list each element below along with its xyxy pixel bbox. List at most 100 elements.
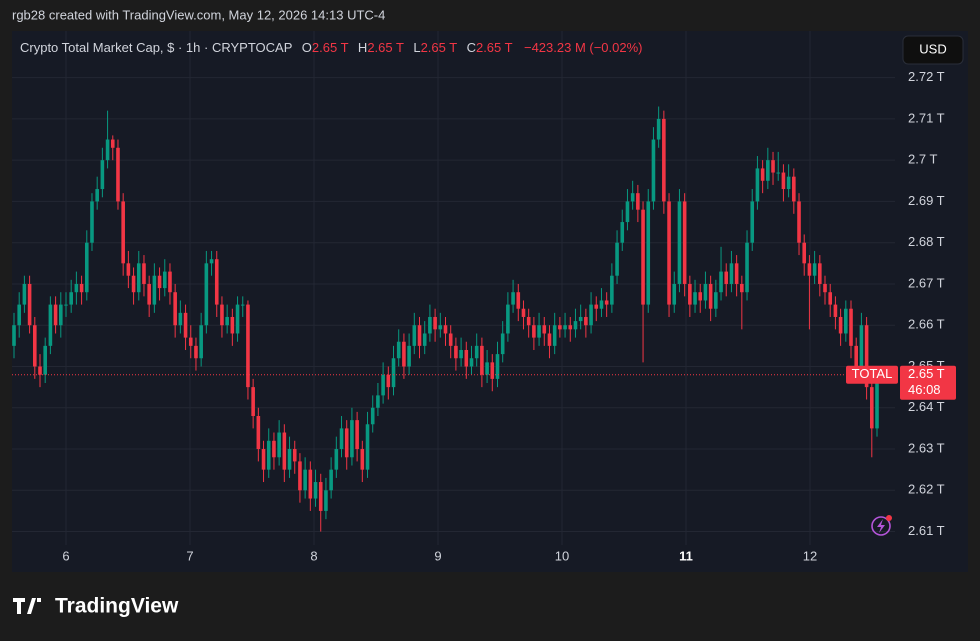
candle-body [391, 358, 396, 388]
candle-body [22, 283, 27, 305]
candle-body [48, 304, 53, 346]
candles [12, 106, 895, 532]
x-tick-label: 6 [62, 548, 69, 563]
y-tick-label: 2.64 T [908, 399, 945, 414]
candle-body [714, 292, 718, 309]
legend-value: 2.65 T [312, 40, 349, 55]
candle-body [558, 325, 562, 330]
candle-body [282, 432, 287, 470]
candle-body [594, 304, 599, 309]
legend-key: C [467, 40, 476, 55]
candle-body [511, 292, 515, 305]
x-tick-label: 9 [434, 548, 441, 563]
candle-body [298, 461, 302, 491]
candle-body [277, 432, 281, 458]
candle-body [740, 283, 744, 293]
candle-body [178, 312, 183, 326]
candle-body [173, 292, 177, 326]
candle-body [662, 118, 666, 202]
alert-circle[interactable] [871, 516, 891, 536]
candle-body [771, 160, 775, 173]
legend-key: O [302, 40, 312, 55]
y-tick-label: 2.67 T [908, 275, 945, 290]
candle-body [615, 242, 619, 276]
alert-dot[interactable] [886, 515, 892, 521]
candle-body [506, 304, 510, 334]
candle-body [235, 304, 240, 334]
candle-body [402, 341, 406, 367]
candle-body [220, 304, 224, 326]
countdown: 46:08 [908, 382, 941, 397]
y-tick-label: 2.72 T [908, 69, 945, 84]
candle-body [480, 345, 484, 375]
candle-body [38, 366, 42, 375]
candle-body [84, 242, 89, 293]
symbol-tag-bg [846, 365, 898, 384]
candle-body [708, 283, 713, 309]
footer-logo: TradingView [13, 595, 179, 618]
candle-body [79, 283, 84, 293]
candle-body [724, 271, 729, 284]
candle-body [443, 325, 448, 334]
alert-icon[interactable] [871, 515, 892, 536]
price-axis: 2.61 T 2.62 T 2.63 T 2.64 T 2.65 T 2.66 T 2.67… [908, 69, 945, 538]
logo-mark [13, 598, 41, 614]
candle-body [651, 139, 656, 202]
candle-body [797, 201, 801, 243]
currency-button-bg[interactable] [902, 35, 964, 65]
candle-body [95, 189, 99, 202]
candle-body [703, 283, 708, 301]
candle-body [864, 325, 869, 388]
symbol-tag: TOTAL [852, 366, 893, 381]
candle-body [188, 337, 193, 346]
legend-value: 2.65 T [421, 40, 458, 55]
candle-body [287, 449, 292, 470]
candle-body [147, 283, 151, 305]
chart-panel [12, 31, 968, 572]
candle-body [464, 349, 469, 367]
candle-body [90, 201, 94, 243]
candle-body [162, 271, 167, 289]
candle-body [313, 482, 318, 499]
candle-body [495, 354, 500, 379]
currency-button[interactable]: USD [902, 35, 964, 65]
candle-body [168, 271, 172, 293]
candle-body [230, 316, 235, 334]
candle-body [604, 300, 609, 305]
legend-value: 2.65 T [367, 40, 404, 55]
x-axis: 6 7 8 9 10 11 12 [62, 548, 817, 563]
candle-body [209, 259, 214, 264]
candle-body [755, 168, 760, 202]
price-tag-bg [900, 365, 956, 400]
alert-bolt[interactable] [877, 519, 885, 533]
legend-key: L [413, 40, 420, 55]
legend-key: H [358, 40, 367, 55]
candle-body [656, 118, 661, 140]
candle-body [844, 308, 848, 334]
legend-change: −423.23 M (−0.02%) [524, 40, 643, 55]
candle-body [672, 283, 677, 305]
x-tick-label: 11 [679, 548, 693, 563]
candle-body [636, 193, 640, 210]
candle-body [542, 325, 547, 334]
candle-body [584, 316, 588, 326]
candle-body [745, 242, 749, 293]
currency-label[interactable]: USD [919, 41, 946, 56]
candle-body [500, 333, 505, 355]
candle-body [454, 345, 458, 359]
candle-body [360, 449, 365, 470]
candle-body [27, 283, 32, 326]
candle-body [485, 362, 489, 375]
candle-body [521, 308, 526, 317]
candle-body [292, 449, 297, 462]
candle-body [12, 325, 16, 346]
brand-name: TradingView [55, 595, 179, 618]
candle-body [438, 325, 443, 330]
candle-body [355, 420, 359, 450]
candle-body [734, 263, 739, 284]
candle-body [350, 420, 354, 458]
candle-body [828, 292, 833, 305]
candle-body [74, 283, 79, 293]
candle-body [823, 283, 827, 293]
